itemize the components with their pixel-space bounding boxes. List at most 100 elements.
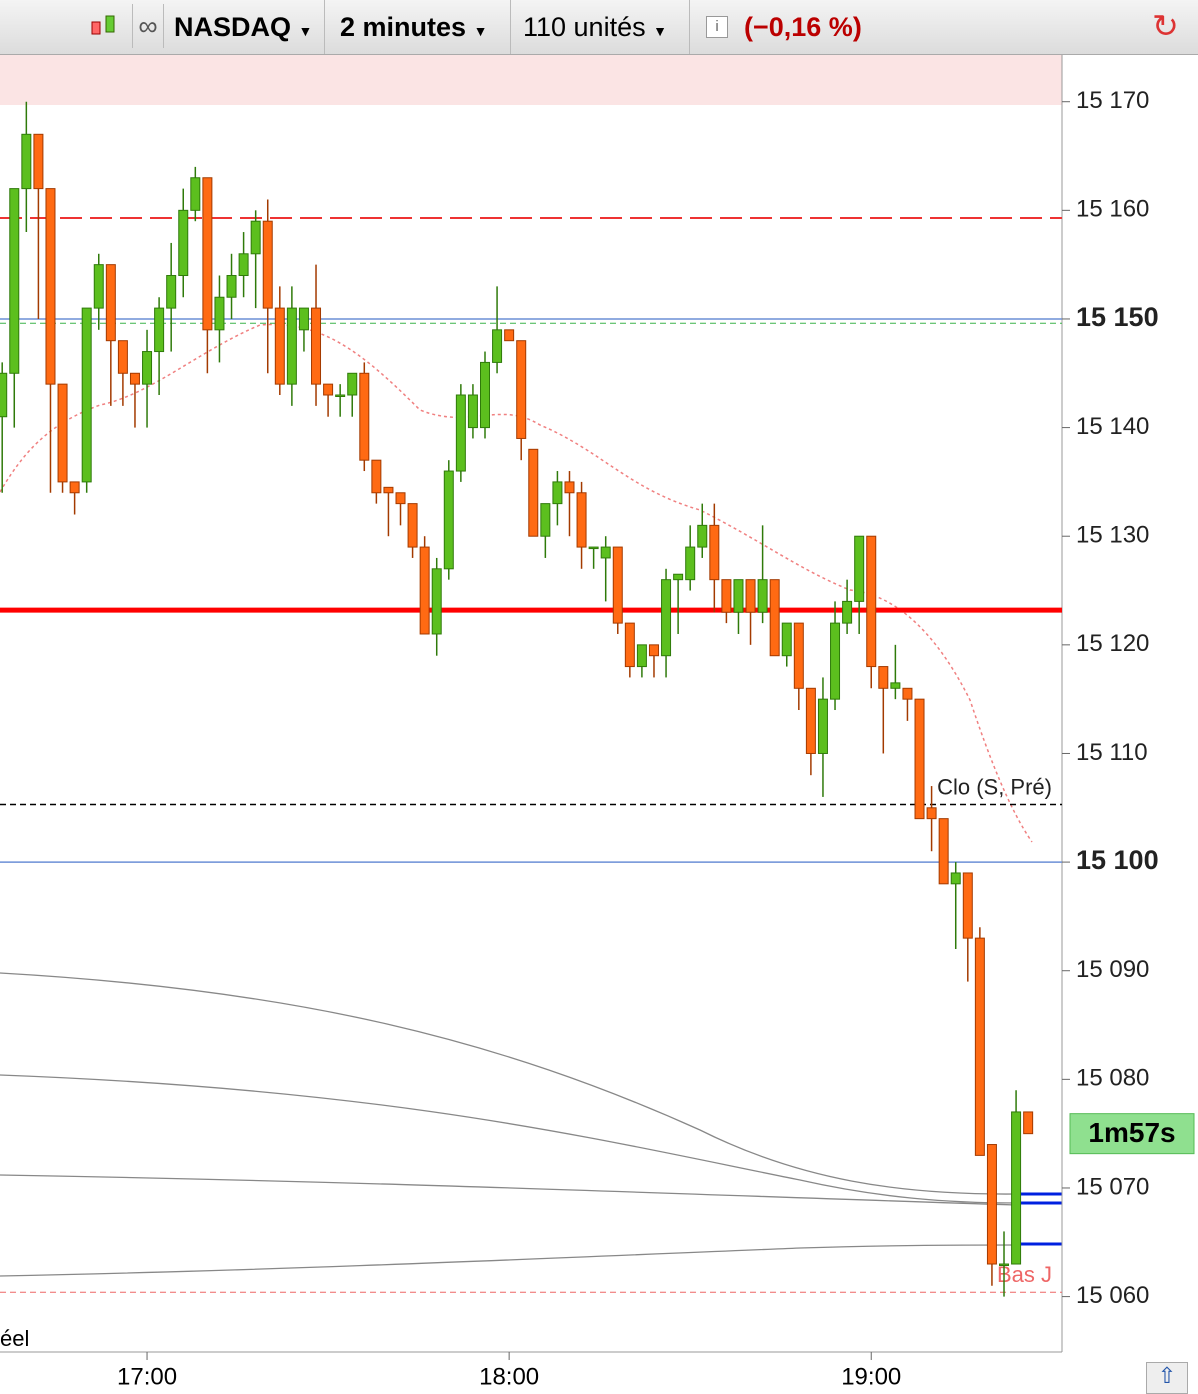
y-tick-label: 15 070 bbox=[1076, 1173, 1149, 1200]
candle-body bbox=[9, 188, 20, 374]
info-button[interactable]: i bbox=[706, 16, 728, 38]
candle-body bbox=[142, 351, 153, 385]
x-tick-label: 19:00 bbox=[841, 1363, 901, 1390]
candle-body bbox=[721, 579, 732, 613]
candle-body bbox=[636, 644, 647, 668]
candle-body bbox=[0, 372, 8, 418]
candle-body bbox=[93, 264, 104, 309]
candle-body bbox=[950, 872, 961, 885]
candle-body bbox=[999, 1263, 1010, 1267]
chart: éel 15 060 15 070 15 080 15 090 15 100 15 110… bbox=[0, 55, 1195, 1390]
link-button[interactable]: ∞ bbox=[132, 4, 164, 48]
candle-body bbox=[805, 687, 816, 754]
candle-body bbox=[117, 340, 128, 374]
candle-body bbox=[21, 133, 32, 190]
candle-body bbox=[588, 546, 599, 550]
icon bbox=[91, 15, 115, 35]
candle-body bbox=[57, 383, 68, 483]
candle-body bbox=[371, 459, 382, 494]
candle-body bbox=[685, 546, 696, 581]
candle-body bbox=[817, 698, 828, 754]
candle-body bbox=[938, 818, 949, 885]
candle-body bbox=[902, 687, 913, 700]
candle-body bbox=[395, 492, 406, 505]
level-label: Clo (S, Pré) bbox=[937, 774, 1052, 799]
y-tick-label: 15 130 bbox=[1076, 522, 1149, 549]
scroll-button[interactable]: ⇧ bbox=[1146, 1362, 1188, 1394]
interval: 2 minutes bbox=[340, 12, 467, 42]
candle-body bbox=[757, 579, 768, 613]
candles bbox=[0, 101, 1034, 1297]
candle-body bbox=[624, 622, 635, 668]
candle-body bbox=[45, 188, 56, 385]
y-tick-label: 15 100 bbox=[1076, 845, 1159, 875]
candle-body bbox=[504, 329, 515, 342]
instrument-dropdown[interactable]: NASDAQ ▼ bbox=[174, 0, 325, 54]
candle-body bbox=[480, 361, 490, 429]
candle-body bbox=[455, 394, 466, 472]
candle-body bbox=[914, 698, 925, 820]
candle-body bbox=[166, 275, 177, 309]
interval-dropdown[interactable]: 2 minutes ▼ bbox=[340, 0, 511, 54]
candle-body bbox=[214, 296, 225, 331]
y-tick-label: 15 170 bbox=[1076, 87, 1149, 114]
x-tick-label: 17:00 bbox=[117, 1363, 177, 1390]
candle-body bbox=[842, 600, 853, 624]
countdown: 1m57s bbox=[1088, 1117, 1175, 1148]
candle-body bbox=[564, 481, 575, 494]
candle-body bbox=[830, 622, 841, 700]
candle-body bbox=[661, 579, 672, 657]
candle-body bbox=[866, 535, 877, 668]
candle-body bbox=[854, 535, 865, 602]
candle-body bbox=[986, 1144, 997, 1265]
y-tick-label: 15 160 bbox=[1076, 196, 1149, 223]
candle-body bbox=[1011, 1111, 1022, 1265]
refresh-button[interactable]: ↻ bbox=[1152, 8, 1179, 44]
candle-body bbox=[105, 264, 116, 342]
countdown-box bbox=[1069, 1113, 1195, 1155]
candle-body bbox=[359, 372, 370, 461]
candle-body bbox=[383, 486, 394, 494]
candle-body bbox=[262, 220, 273, 309]
candle-body bbox=[311, 307, 322, 385]
corner-note: éel bbox=[0, 1326, 29, 1351]
candle-body bbox=[129, 372, 140, 385]
chart-type-button[interactable] bbox=[88, 10, 122, 40]
candle-body bbox=[974, 937, 985, 1156]
candle-body bbox=[250, 220, 261, 255]
candle-body bbox=[467, 394, 478, 429]
candle-body bbox=[890, 682, 901, 689]
candle-body bbox=[190, 177, 201, 211]
units-dropdown[interactable]: 110 unités ▼ bbox=[523, 0, 690, 54]
candle-body bbox=[926, 807, 937, 820]
candle-body bbox=[612, 546, 623, 624]
candle-body bbox=[733, 579, 744, 613]
candle-body bbox=[962, 872, 973, 939]
candle-body bbox=[793, 622, 804, 689]
candle-body bbox=[178, 209, 189, 277]
candle-body bbox=[769, 579, 780, 657]
candle-body bbox=[1023, 1111, 1034, 1135]
candle-body bbox=[81, 307, 92, 483]
candle-body bbox=[697, 524, 708, 548]
candle-body bbox=[673, 573, 684, 581]
level-label: Bas J bbox=[997, 1262, 1052, 1287]
y-tick-label: 15 120 bbox=[1076, 630, 1149, 657]
candle-body bbox=[298, 307, 309, 331]
y-tick-label: 15 080 bbox=[1076, 1065, 1149, 1092]
candle-body bbox=[335, 394, 346, 398]
candle-body bbox=[69, 481, 80, 494]
y-tick-label: 15 110 bbox=[1076, 739, 1148, 766]
y-tick-label: 15 150 bbox=[1076, 302, 1159, 332]
candle-body bbox=[552, 481, 563, 505]
toolbar: ∞ NASDAQ ▼ 2 minutes ▼ 110 unités ▼ i (−… bbox=[0, 0, 1198, 55]
candle-body bbox=[600, 546, 611, 559]
y-tick-label: 15 140 bbox=[1076, 413, 1149, 440]
y-tick-label: 15 060 bbox=[1076, 1282, 1149, 1309]
x-tick-label: 18:00 bbox=[479, 1363, 539, 1390]
candle-body bbox=[492, 329, 503, 363]
instrument: NASDAQ bbox=[174, 12, 292, 42]
range-band bbox=[0, 55, 1062, 105]
change: (−0,16 %) bbox=[744, 12, 862, 42]
